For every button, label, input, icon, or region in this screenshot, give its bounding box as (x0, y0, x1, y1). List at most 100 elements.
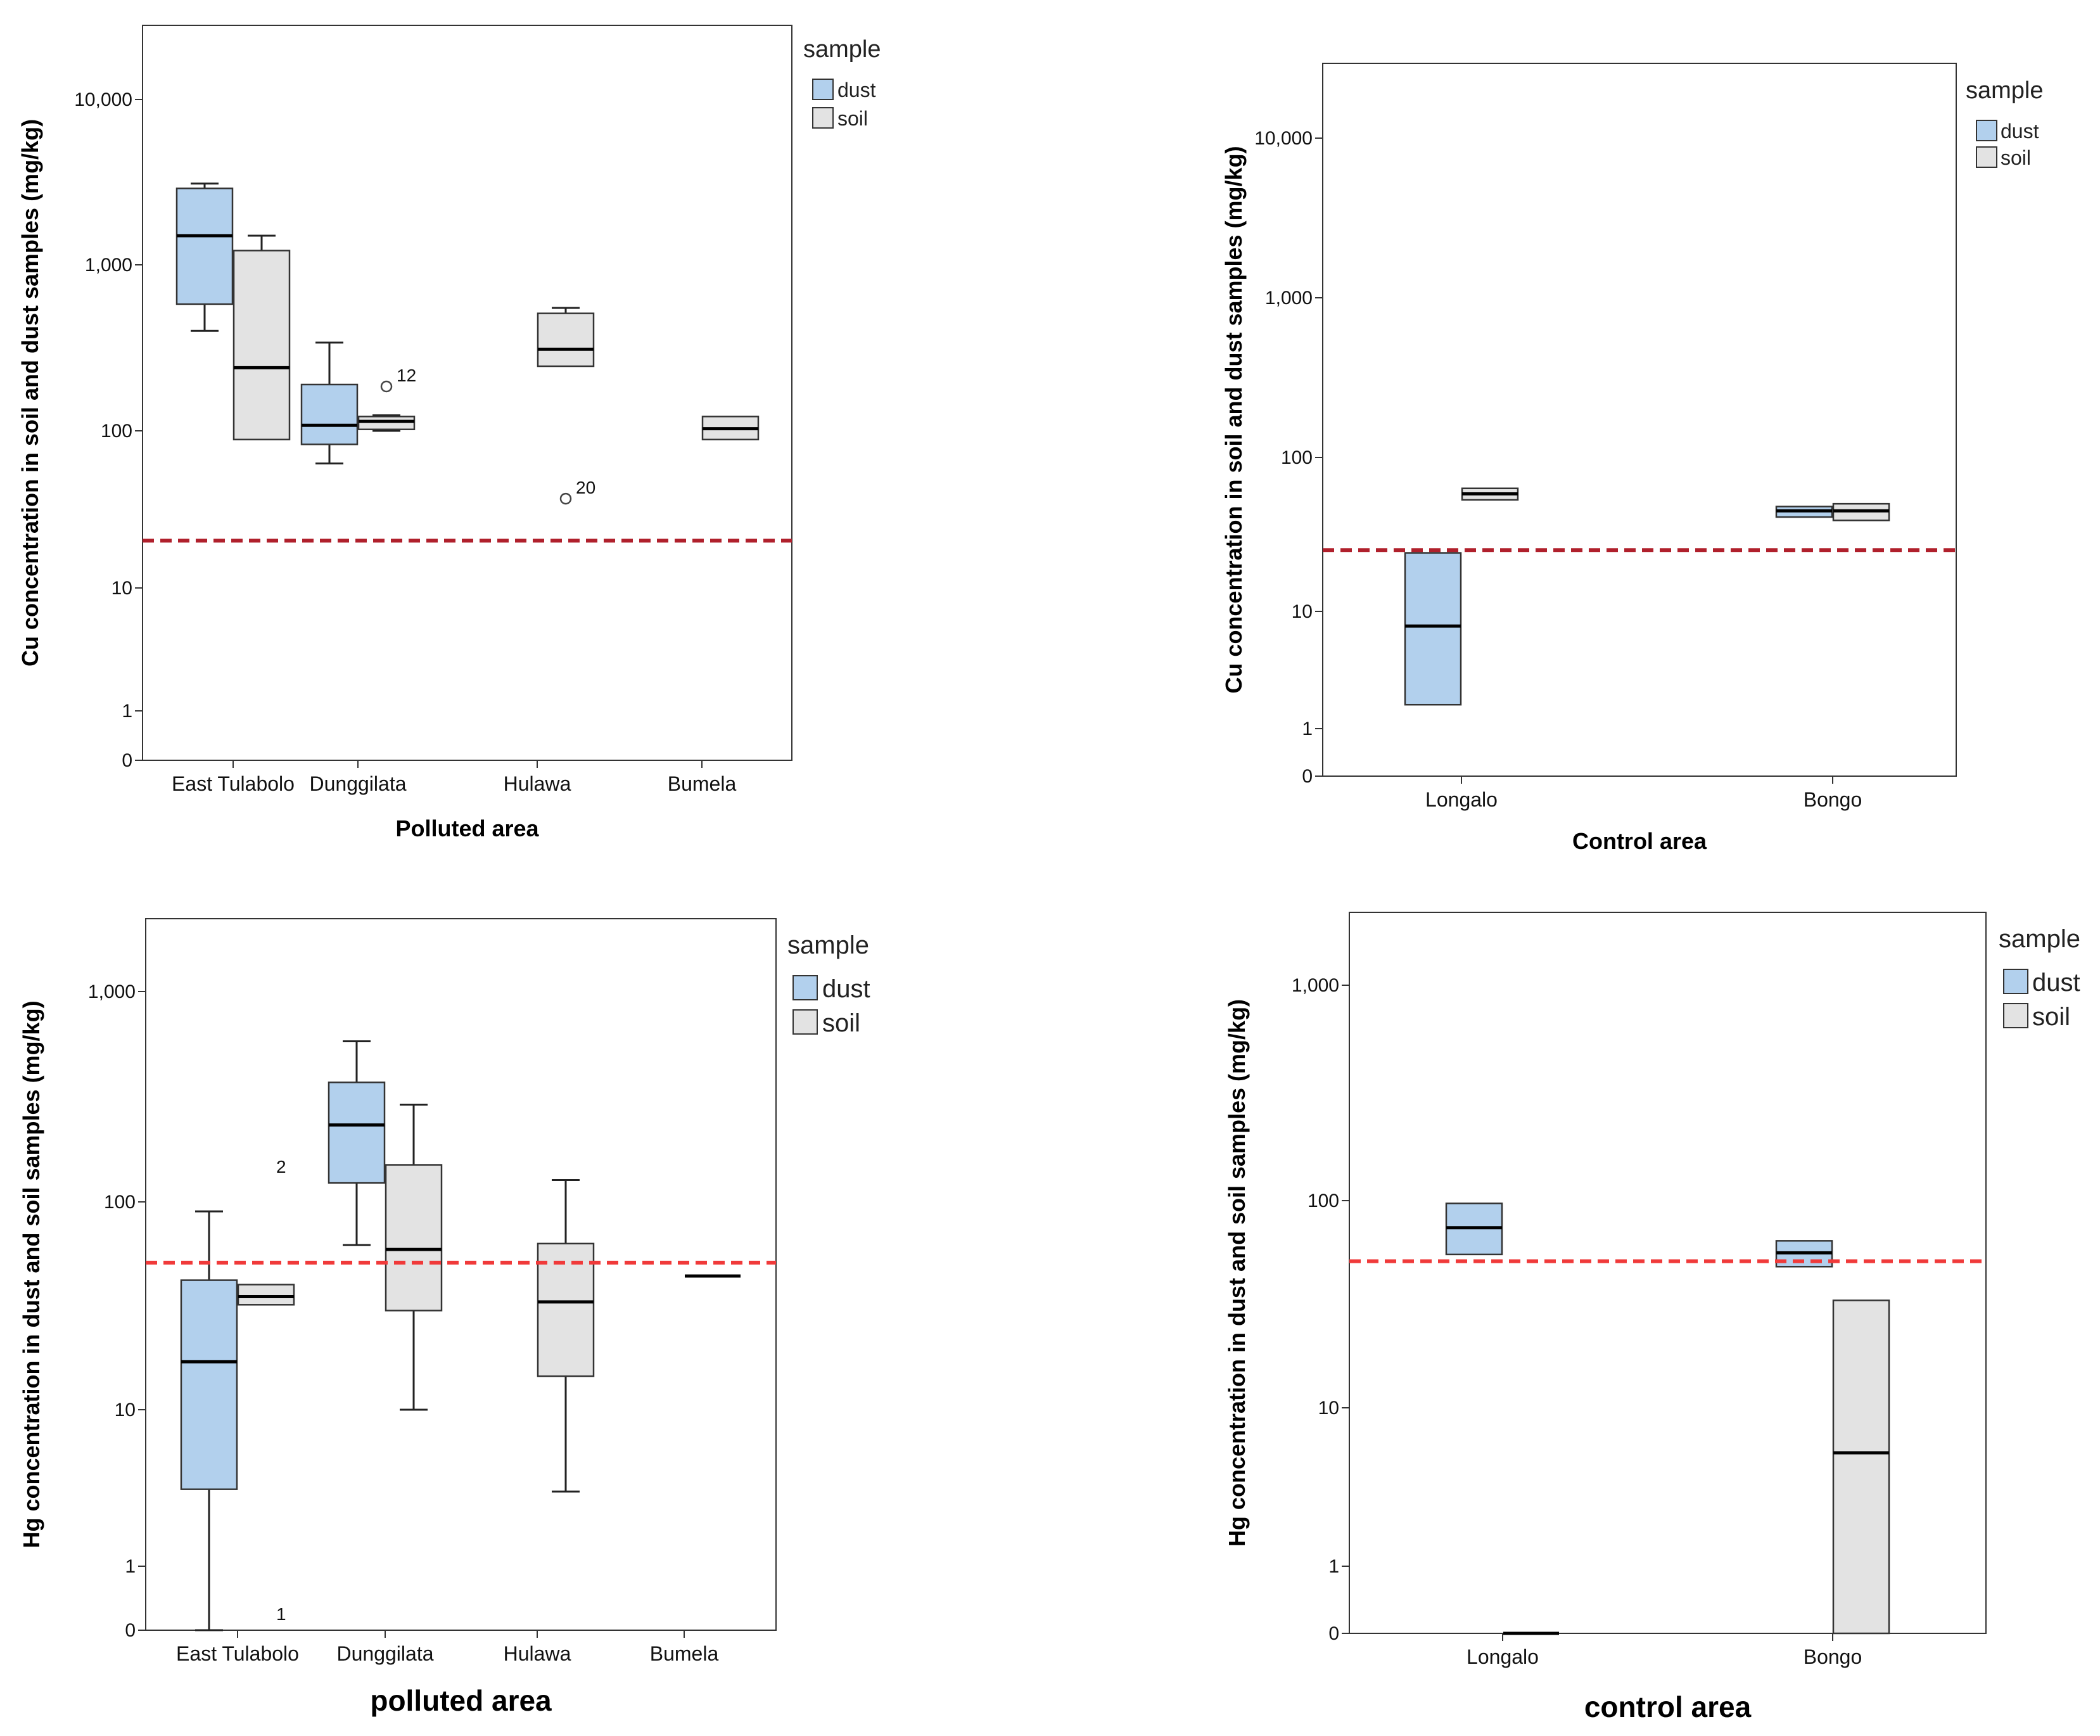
outlier-label: 12 (397, 366, 416, 385)
y-tick-label: 0 (122, 750, 132, 771)
box-soil-east-tulabolo (232, 234, 291, 441)
legend-label-soil: soil (2001, 146, 2031, 169)
box-soil-dunggilata (357, 414, 416, 432)
y-tick-label: 0 (1302, 766, 1313, 787)
legend-swatch-dust (792, 975, 818, 1000)
x-tick-label: Bongo (1804, 788, 1862, 811)
y-tick-label: 10,000 (1254, 128, 1313, 149)
y-tick-label: 1,000 (1292, 975, 1339, 996)
x-tick-label: Bumela (650, 1642, 719, 1665)
legend-label-dust: dust (837, 79, 876, 101)
box-body (537, 1242, 595, 1377)
legend-title: sample (1966, 77, 2044, 104)
plot-frame (1322, 63, 1957, 777)
y-tick-label: 1,000 (1265, 288, 1313, 309)
legend-swatch-soil (2003, 1003, 2028, 1028)
y-tick-label: 0 (1328, 1623, 1339, 1644)
box-soil-bumela (701, 416, 760, 441)
box-body (237, 1284, 295, 1306)
y-tick-label: 100 (1308, 1190, 1339, 1211)
x-tick-label: Bumela (668, 772, 737, 795)
x-tick-label: Longalo (1425, 788, 1498, 811)
chart-panel-4: 0 1 10 100 1,000 Longalo Bongo control area Hg c… (1224, 912, 2080, 1723)
y-axis-title: Hg concentration in dust and soil sample… (1224, 999, 1250, 1547)
box-dust-bongo (1775, 506, 1833, 518)
box-body (1832, 1299, 1890, 1635)
box-body (180, 1279, 238, 1490)
x-tick-label: Hulawa (504, 1642, 571, 1665)
legend-title: sample (1999, 925, 2080, 953)
legend-swatch-soil (792, 1009, 818, 1035)
box-dust-east-tulabolo (175, 182, 234, 332)
y-tick-label: 100 (101, 421, 132, 442)
legend-title: sample (803, 36, 881, 63)
legend: sample dust soil (1999, 925, 2080, 1031)
x-tick-label: Dunggilata (337, 1642, 434, 1665)
legend-label-soil: soil (822, 1009, 860, 1037)
legend: sample dust soil (1966, 77, 2044, 169)
legend-swatch-dust (2003, 969, 2028, 994)
outlier: 20 (559, 478, 595, 505)
legend-label-dust: dust (2032, 969, 2080, 997)
y-tick-label: 10 (1318, 1398, 1339, 1419)
chart-panel-2: 0 1 10 100 1,000 10,000 Longalo Bongo Control ar… (1221, 63, 2044, 854)
box-soil-hulawa (537, 307, 595, 367)
box-dust-dunggilata (300, 341, 359, 464)
y-axis-title: Cu concentration in soil and dust sample… (1221, 146, 1247, 693)
y-tick-label: 1 (122, 701, 132, 722)
box-dust-longalo (1445, 1203, 1503, 1256)
y-tick-label: 10 (1292, 601, 1313, 622)
box-soil-east-tulabolo (237, 1284, 295, 1306)
legend-swatch-dust (1976, 120, 1997, 141)
plot-frame (1349, 912, 1987, 1634)
box-body (175, 188, 234, 305)
legend-label-dust: dust (822, 975, 870, 1003)
y-axis-title: Hg concentration in dust and soil sample… (18, 1000, 44, 1548)
x-tick-label: East Tulabolo (172, 772, 295, 795)
y-tick-label: 1 (125, 1556, 136, 1577)
y-tick-label: 10 (111, 578, 132, 599)
box-body (300, 383, 359, 445)
outlier-marker (559, 492, 572, 505)
box-body (232, 250, 291, 441)
legend-label-dust: dust (2001, 120, 2039, 143)
box-body (537, 312, 595, 367)
box-dust-longalo (1404, 552, 1462, 706)
outlier-label: 2 (276, 1157, 286, 1177)
x-axis-title: Polluted area (395, 815, 539, 841)
y-tick-label: 100 (104, 1192, 136, 1213)
box-dust-dunggilata (328, 1040, 386, 1246)
x-tick-label: East Tulabolo (176, 1642, 299, 1665)
legend-swatch-soil (1976, 146, 1997, 168)
chart-panel-1: 0 1 10 100 1,000 10,000 East Tulabolo Dunggilat… (17, 25, 881, 841)
outlier-label: 20 (576, 478, 595, 497)
y-tick-label: 10 (115, 1400, 136, 1420)
outlier-label: 1 (276, 1604, 286, 1624)
plot-frame (142, 25, 792, 761)
box-body (1404, 552, 1462, 706)
x-axis-title: control area (1584, 1690, 1752, 1723)
y-tick-label: 10,000 (74, 89, 132, 110)
box-body (385, 1164, 443, 1312)
box-soil-hulawa (537, 1179, 595, 1493)
legend: sample dust soil (803, 36, 881, 130)
x-tick-label: Longalo (1467, 1645, 1539, 1668)
outlier: 1 (276, 1604, 286, 1624)
box-body (328, 1082, 386, 1184)
y-tick-label: 0 (125, 1620, 136, 1641)
x-tick-label: Dunggilata (310, 772, 407, 795)
plot-frame (145, 918, 777, 1631)
legend: sample dust soil (787, 931, 870, 1037)
outlier-marker (380, 380, 393, 393)
legend-label-soil: soil (2032, 1003, 2070, 1031)
legend-label-soil: soil (837, 107, 868, 130)
legend-title: sample (787, 931, 869, 959)
chart-panel-3: 0 1 10 100 1,000 East Tulabolo Dunggilata Hulaw… (18, 918, 870, 1717)
legend-swatch-dust (812, 79, 834, 100)
box-soil-bongo (1832, 1299, 1890, 1635)
x-tick-label: Hulawa (504, 772, 571, 795)
y-tick-label: 100 (1281, 447, 1313, 468)
outlier: 12 (380, 366, 416, 393)
x-axis-title: polluted area (370, 1684, 552, 1717)
